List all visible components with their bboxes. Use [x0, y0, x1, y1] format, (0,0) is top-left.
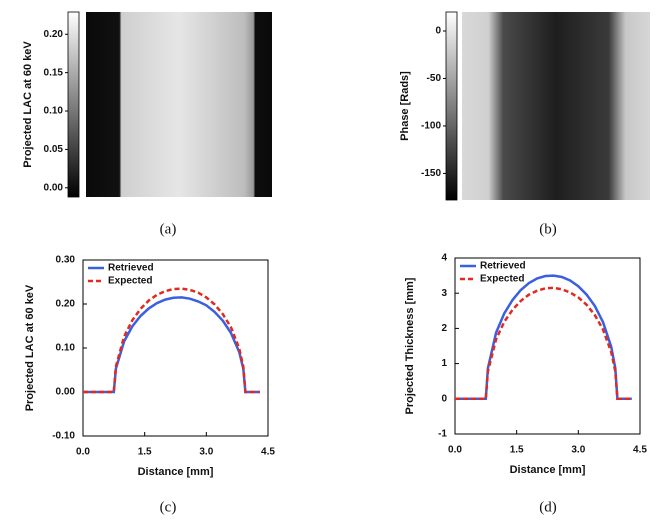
- colorbar-label: Projected LAC at 60 keV: [22, 41, 34, 168]
- x-tick-label: 4.5: [261, 447, 275, 458]
- y-tick-label: 3: [441, 288, 447, 299]
- caption: (d): [539, 499, 557, 515]
- x-tick-label: 0.0: [448, 445, 462, 456]
- caption: (b): [539, 221, 557, 237]
- y-tick-label: 0.20: [56, 299, 76, 310]
- x-tick-label: 1.5: [138, 447, 152, 458]
- legend-label: Retrieved: [480, 261, 526, 272]
- x-tick-label: 4.5: [633, 445, 647, 456]
- series-line: [83, 296, 260, 394]
- y-tick-label: 0.00: [56, 387, 76, 398]
- legend-label: Expected: [108, 276, 152, 287]
- colorbar-tick-label: -50: [427, 73, 442, 84]
- legend-label: Retrieved: [108, 263, 154, 274]
- colorbar-tick-label: 0.20: [44, 29, 64, 40]
- y-tick-label: 4: [441, 253, 447, 264]
- series-line: [455, 286, 632, 401]
- colorbar-tick-label: 0: [435, 26, 441, 37]
- colorbar-tick-label: -150: [421, 168, 441, 179]
- y-tick-label: 1: [441, 358, 447, 369]
- caption: (c): [160, 499, 177, 515]
- y-tick-label: 0.30: [56, 255, 76, 266]
- legend-label: Expected: [480, 274, 524, 285]
- colorbar-tick-label: 0.15: [44, 67, 64, 78]
- series-line: [83, 287, 260, 394]
- colorbar-label: Phase [Rads]: [399, 71, 411, 141]
- y-axis-label: Projected Thickness [mm]: [404, 277, 416, 414]
- x-tick-label: 0.0: [76, 447, 90, 458]
- y-tick-label: 0: [441, 393, 447, 404]
- y-axis-label: Projected LAC at 60 keV: [24, 284, 36, 411]
- y-tick-label: -1: [438, 429, 447, 440]
- image: [462, 12, 650, 200]
- plot-frame: [454, 257, 641, 435]
- colorbar-tick-label: 0.10: [44, 106, 64, 117]
- colorbar-tick-label: 0.05: [44, 144, 64, 155]
- colorbar-tick-label: -100: [421, 121, 441, 132]
- colorbar: [67, 11, 80, 198]
- y-tick-label: 2: [441, 323, 447, 334]
- caption: (a): [160, 221, 177, 237]
- x-tick-label: 3.0: [571, 445, 585, 456]
- y-tick-label: -0.10: [52, 431, 75, 442]
- x-tick-label: 3.0: [199, 447, 213, 458]
- x-axis-label: Distance [mm]: [138, 466, 214, 478]
- x-axis-label: Distance [mm]: [510, 464, 586, 476]
- x-tick-label: 1.5: [510, 445, 524, 456]
- colorbar: [445, 11, 458, 201]
- y-tick-label: 0.10: [56, 343, 76, 354]
- colorbar-tick-label: 0.00: [44, 182, 64, 193]
- image: [86, 12, 272, 197]
